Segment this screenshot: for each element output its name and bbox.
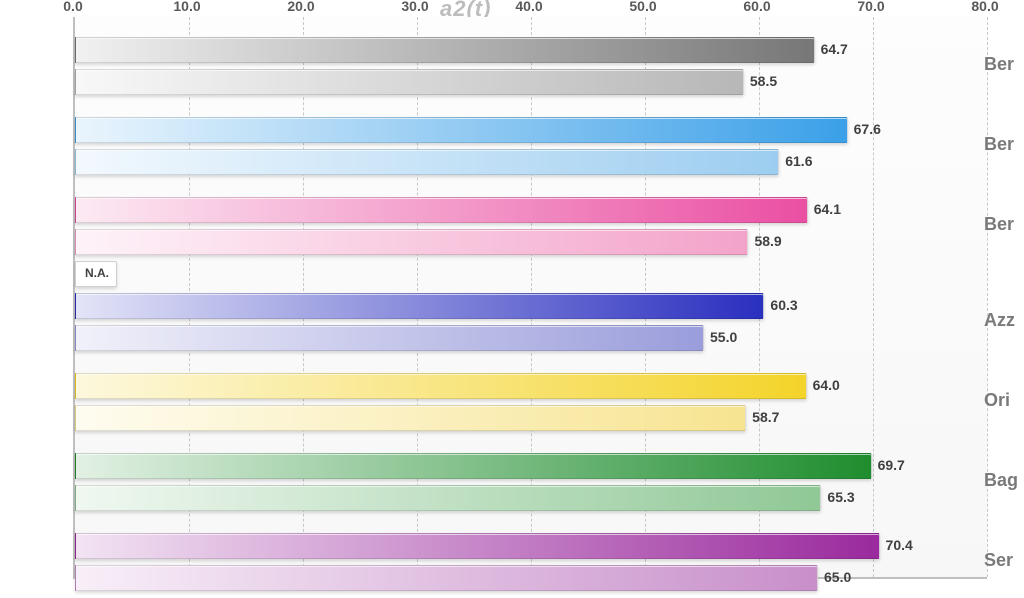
- value-label: 58.7: [752, 409, 779, 425]
- x-tick-label: 0.0: [63, 0, 82, 14]
- x-tick-label: 10.0: [173, 0, 200, 14]
- x-tick-label: 50.0: [629, 0, 656, 14]
- bar: [75, 229, 748, 255]
- bar: [75, 565, 818, 591]
- gridline: [873, 17, 874, 577]
- bar: [75, 69, 744, 95]
- bar: [75, 405, 746, 431]
- bar: [75, 149, 779, 175]
- value-label: 58.9: [754, 233, 781, 249]
- category-label: Bag: [984, 470, 1018, 491]
- category-label: Ser: [984, 550, 1013, 571]
- x-tick-label: 70.0: [857, 0, 884, 14]
- category-label: Ori: [984, 390, 1010, 411]
- value-label: 58.5: [750, 73, 777, 89]
- bar: [75, 37, 815, 63]
- value-label: 60.3: [770, 297, 797, 313]
- value-label: 61.6: [785, 153, 812, 169]
- bar: [75, 293, 764, 319]
- bar: [75, 533, 880, 559]
- na-label: N.A.: [85, 266, 109, 280]
- value-label: 65.0: [824, 569, 851, 585]
- x-tick-label: 30.0: [401, 0, 428, 14]
- bar-chart: a2(t) 0.010.020.030.040.050.060.070.080.…: [0, 0, 1024, 598]
- value-label: 64.7: [821, 41, 848, 57]
- value-label: 64.0: [813, 377, 840, 393]
- category-label: Ber: [984, 54, 1014, 75]
- value-label: 55.0: [710, 329, 737, 345]
- bar: [75, 453, 872, 479]
- x-tick-label: 40.0: [515, 0, 542, 14]
- gridline: [987, 17, 988, 577]
- x-tick-label: 80.0: [971, 0, 998, 14]
- category-label: Ber: [984, 134, 1014, 155]
- value-label: 69.7: [878, 457, 905, 473]
- x-tick-label: 20.0: [287, 0, 314, 14]
- value-label: 70.4: [886, 537, 913, 553]
- bar: [75, 373, 807, 399]
- value-label: 64.1: [814, 201, 841, 217]
- bar: [75, 485, 821, 511]
- x-tick-label: 60.0: [743, 0, 770, 14]
- value-label: 65.3: [827, 489, 854, 505]
- bar: [75, 197, 808, 223]
- value-label: 67.6: [854, 121, 881, 137]
- bar: [75, 325, 704, 351]
- category-label: Ber: [984, 214, 1014, 235]
- plot-area: 64.7 58.5 67.6 61.6 64.1 58.9 N.A. 60.3 55.0 64.0…: [73, 17, 987, 579]
- bar: [75, 117, 848, 143]
- category-label: Azz: [984, 310, 1015, 331]
